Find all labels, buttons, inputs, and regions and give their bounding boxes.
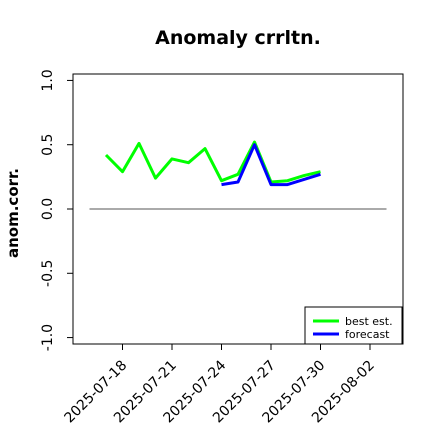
legend-box (304, 306, 403, 345)
series-line-forecast (221, 143, 321, 187)
y-axis: -1.0 -0.5 0.0 0.5 1.0 (40, 69, 73, 351)
x-axis: 2025-07-182025-07-212025-07-242025-07-27… (61, 344, 378, 426)
legend-label-forecast: forecast (345, 328, 390, 341)
y-tick-label: 0.0 (40, 198, 56, 220)
y-tick-label: -1.0 (40, 324, 56, 351)
legend: best est. forecast (304, 306, 403, 345)
y-tick-label: 1.0 (40, 69, 56, 91)
y-tick-label: -0.5 (40, 260, 56, 287)
series-layer (104, 140, 321, 187)
series-line-best-est (104, 140, 321, 184)
y-tick-label: 0.5 (40, 134, 56, 156)
legend-label-best-est: best est. (345, 315, 393, 328)
y-axis-label: anom.corr. (4, 168, 22, 258)
chart-title: Anomaly crrltn. (155, 27, 321, 49)
